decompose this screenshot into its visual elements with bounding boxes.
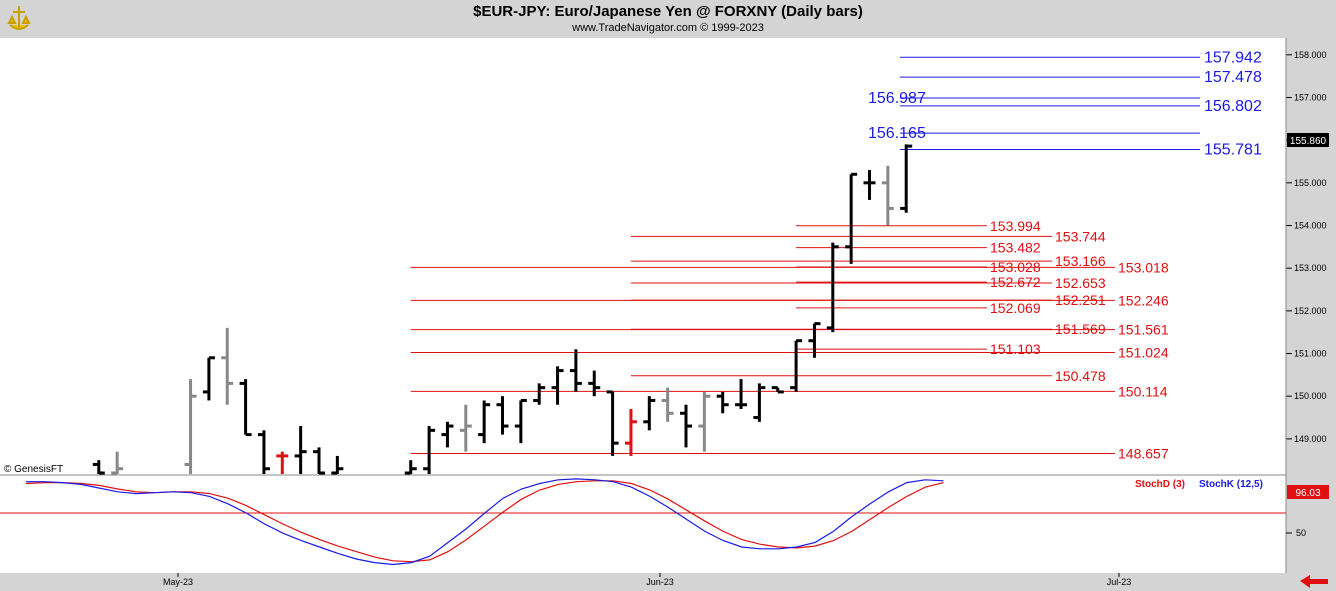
header-bar [0,0,1336,38]
price-tick-label: 157.000 [1294,92,1327,102]
date-tick-label: May-23 [163,577,193,587]
ohlc-bar [735,379,748,409]
level-label: 156.987 [868,90,926,107]
current-price-box [1287,133,1329,147]
ohlc-bar [202,356,215,401]
current-price-label: 155.860 [1290,136,1327,147]
price-tick-label: 155.000 [1294,178,1327,188]
genesis-logo-icon [7,6,31,30]
price-axis-ticks: 149.000 150.000 151.000 152.000 153.000 154.0… [1286,50,1327,444]
price-tick-label: 150.000 [1294,391,1327,401]
level-label: 150.478 [1055,368,1106,384]
ohlc-bar [276,451,289,474]
level-label: 153.166 [1055,253,1106,269]
date-tick-label: Jun-23 [646,577,674,587]
ohlc-bar [698,391,711,452]
ohlc-bar [294,426,307,474]
level-label: 148.657 [1118,445,1169,461]
level-label: 153.018 [1118,259,1169,275]
price-tick-label: 152.000 [1294,306,1327,316]
ohlc-bar [881,165,894,226]
ohlc-bar [716,391,729,414]
date-axis-ticks: May-23 Jun-23 Jul-23 [163,573,1131,587]
level-label: 152.672 [990,274,1041,290]
level-label: 156.165 [868,125,926,142]
price-bars [92,144,913,475]
ohlc-bar [680,404,692,448]
ohlc-bar [551,366,564,405]
ohlc-bar [239,379,252,437]
scroll-left-arrow-icon[interactable] [1300,575,1328,588]
level-label: 155.781 [1204,141,1262,158]
chart-title: $EUR-JPY: Euro/Japanese Yen @ FORXNY (Da… [473,3,863,20]
price-tick-label: 149.000 [1294,434,1327,444]
level-label: 152.653 [1055,275,1106,291]
date-axis-panel [0,573,1286,591]
ohlc-bar [661,387,674,422]
ohlc-bar [423,426,436,474]
ohlc-bar [459,404,472,452]
ohlc-bar [496,396,509,435]
ohlc-bar [514,398,527,444]
level-label: 152.246 [1118,292,1169,308]
ohlc-bar [92,460,105,475]
level-label: 153.994 [990,218,1041,234]
level-label: 152.069 [990,300,1041,316]
level-label: 157.942 [1204,49,1262,66]
price-tick-label: 151.000 [1294,349,1327,359]
level-lines: 157.942 157.478 156.987 156.802 156.165 155.7… [410,49,1262,461]
ohlc-bar [569,349,582,392]
level-label: 150.114 [1118,383,1168,399]
ohlc-bar [771,386,784,394]
level-label: 157.478 [1204,69,1262,86]
ohlc-bar [441,421,454,448]
price-tick-label: 158.000 [1294,50,1327,60]
level-label: 153.482 [990,240,1041,256]
level-label: 153.744 [1055,228,1106,244]
ohlc-bar [753,383,766,422]
stochk-line [26,478,944,566]
ohlc-bar [808,322,821,358]
ohlc-bar [331,455,344,475]
ohlc-bar [184,379,197,474]
watermark-text: © GenesisFT [4,464,63,475]
stochd-line [25,480,944,563]
ohlc-bar [533,383,546,405]
ohlc-bar [111,451,124,475]
price-tick-label: 153.000 [1294,263,1327,273]
ohlc-bar [606,390,619,456]
ohlc-bar [588,370,601,397]
level-label: 151.024 [1118,344,1169,360]
stoch-tick-label: 50 [1296,528,1306,538]
stochd-legend: StochD (3) [1135,479,1185,490]
ohlc-bar [404,460,417,475]
price-tick-label: 154.000 [1294,220,1327,230]
ohlc-bar [900,144,913,213]
chart-subtitle: www.TradeNavigator.com © 1999-2023 [572,22,764,34]
ohlc-bar [826,242,839,333]
ohlc-bar [863,170,876,200]
ohlc-bar [257,430,270,474]
ohlc-bar [790,339,803,392]
level-label: 151.561 [1118,322,1169,338]
level-label: 151.103 [990,341,1041,357]
level-label: 156.802 [1204,98,1262,115]
ohlc-bar [478,400,491,444]
ohlc-bar [643,396,656,431]
stoch-value-box [1287,485,1329,499]
date-tick-label: Jul-23 [1107,577,1132,587]
stoch-value-label: 96.03 [1295,488,1320,499]
stochk-legend: StochK (12,5) [1199,479,1263,490]
ohlc-bar [221,327,234,405]
stochastic-panel: 50 [0,38,1306,573]
ohlc-bar [624,408,637,456]
ohlc-bar [313,447,325,475]
ohlc-bar [845,172,858,264]
